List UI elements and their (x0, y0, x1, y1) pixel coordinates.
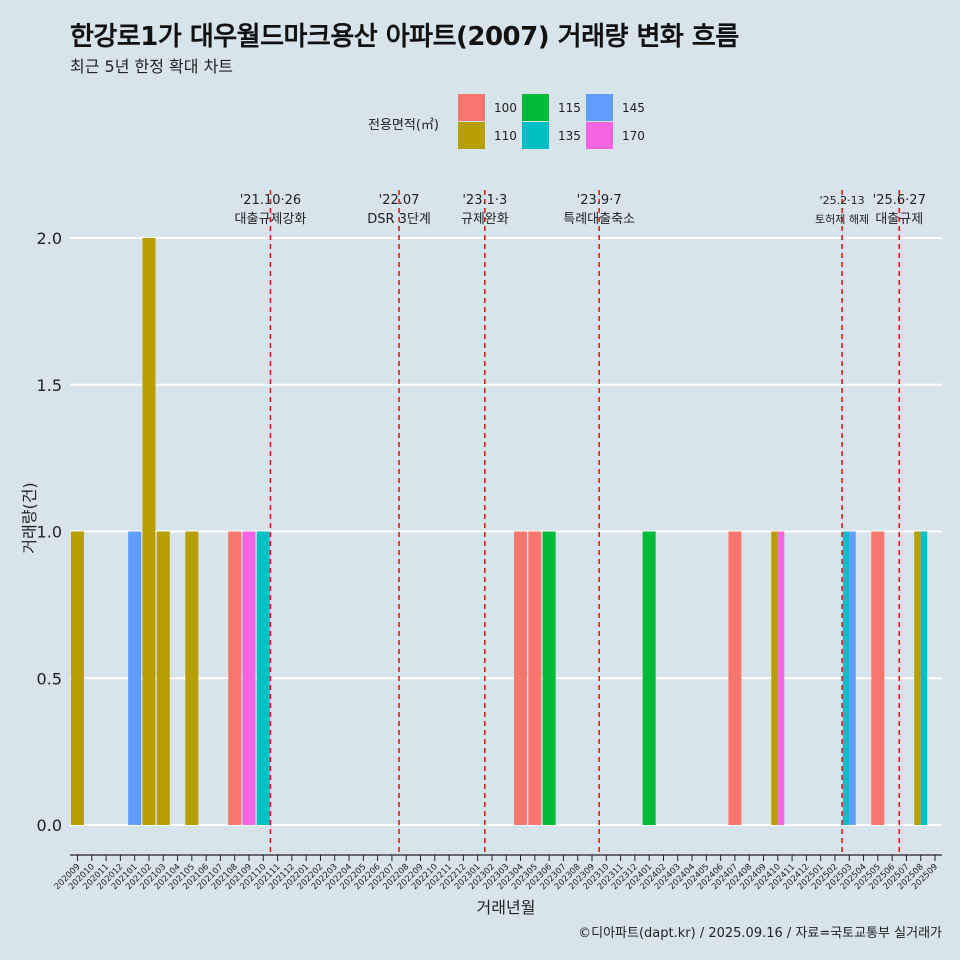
event-date-label: '25.6·27 (873, 193, 926, 208)
y-tick-label: 1.5 (37, 376, 62, 395)
bar-110-202105 (185, 531, 199, 825)
event-desc-label: 규제완화 (461, 212, 509, 227)
event-desc-label: 대출규제 (875, 212, 923, 227)
legend-swatch-145 (586, 94, 613, 121)
y-tick-label: 2.0 (37, 229, 62, 248)
bar-100-202407 (728, 531, 742, 825)
bar-110-202410 (771, 531, 778, 825)
bar-170-202410 (777, 531, 785, 825)
event-desc-label: 대출규제강화 (235, 212, 307, 227)
event-date-label: '23.1·3 (462, 193, 507, 208)
legend-swatch-110 (458, 122, 485, 149)
bar-135-202508 (920, 531, 928, 825)
bar-135-202110 (256, 531, 270, 825)
y-tick-label: 0.5 (37, 669, 62, 688)
bar-110-202103 (156, 531, 170, 825)
event-date-label: '23.9·7 (577, 193, 622, 208)
source-caption: ©디아파트(dapt.kr) / 2025.09.16 / 자료=국토교통부 실… (578, 926, 942, 941)
event-date-label: '22.07 (379, 193, 420, 208)
bar-135-202503 (842, 531, 850, 825)
legend: 전용면적(㎡) 100 110 115 135 145 170 (368, 92, 668, 152)
bar-145-202503 (849, 531, 856, 825)
bar-100-202305 (528, 531, 542, 825)
event-date-label: '21.10·26 (240, 193, 301, 208)
legend-label-110: 110 (494, 129, 517, 143)
bar-100-202304 (514, 531, 528, 825)
bar-110-202508 (914, 531, 921, 825)
legend-swatch-115 (522, 94, 549, 121)
y-tick-label: 1.0 (37, 523, 62, 542)
bar-110-202102 (142, 238, 156, 825)
legend-swatch-100 (458, 94, 485, 121)
bar-115-202401 (642, 531, 656, 825)
event-desc-label: 특례대출축소 (563, 212, 635, 227)
bar-110-202009 (71, 531, 84, 825)
bar-100-202108 (228, 531, 242, 825)
legend-label-170: 170 (622, 129, 645, 143)
legend-label-135: 135 (558, 129, 581, 143)
event-desc-label: 토허제 해제 (815, 212, 869, 226)
legend-title: 전용면적(㎡) (368, 118, 439, 133)
bar-145-202101 (128, 531, 142, 825)
legend-label-100: 100 (494, 101, 517, 115)
x-axis-title: 거래년월 (477, 898, 536, 917)
bar-170-202109 (242, 531, 256, 825)
y-axis-title: 거래량(건) (20, 482, 39, 553)
legend-swatch-170 (586, 122, 613, 149)
legend-swatch-135 (522, 122, 549, 149)
event-desc-label: DSR 3단계 (367, 212, 431, 227)
bar-115-202306 (542, 531, 556, 825)
legend-label-145: 145 (622, 101, 645, 115)
bar-100-202505 (871, 531, 885, 825)
legend-label-115: 115 (558, 101, 581, 115)
y-tick-label: 0.0 (37, 816, 62, 835)
chart-subtitle: 최근 5년 한정 확대 차트 (70, 57, 234, 76)
chart-title: 한강로1가 대우월드마크용산 아파트(2007) 거래량 변화 흐름 (70, 22, 739, 52)
event-date-label: '25.2·13 (820, 194, 865, 207)
